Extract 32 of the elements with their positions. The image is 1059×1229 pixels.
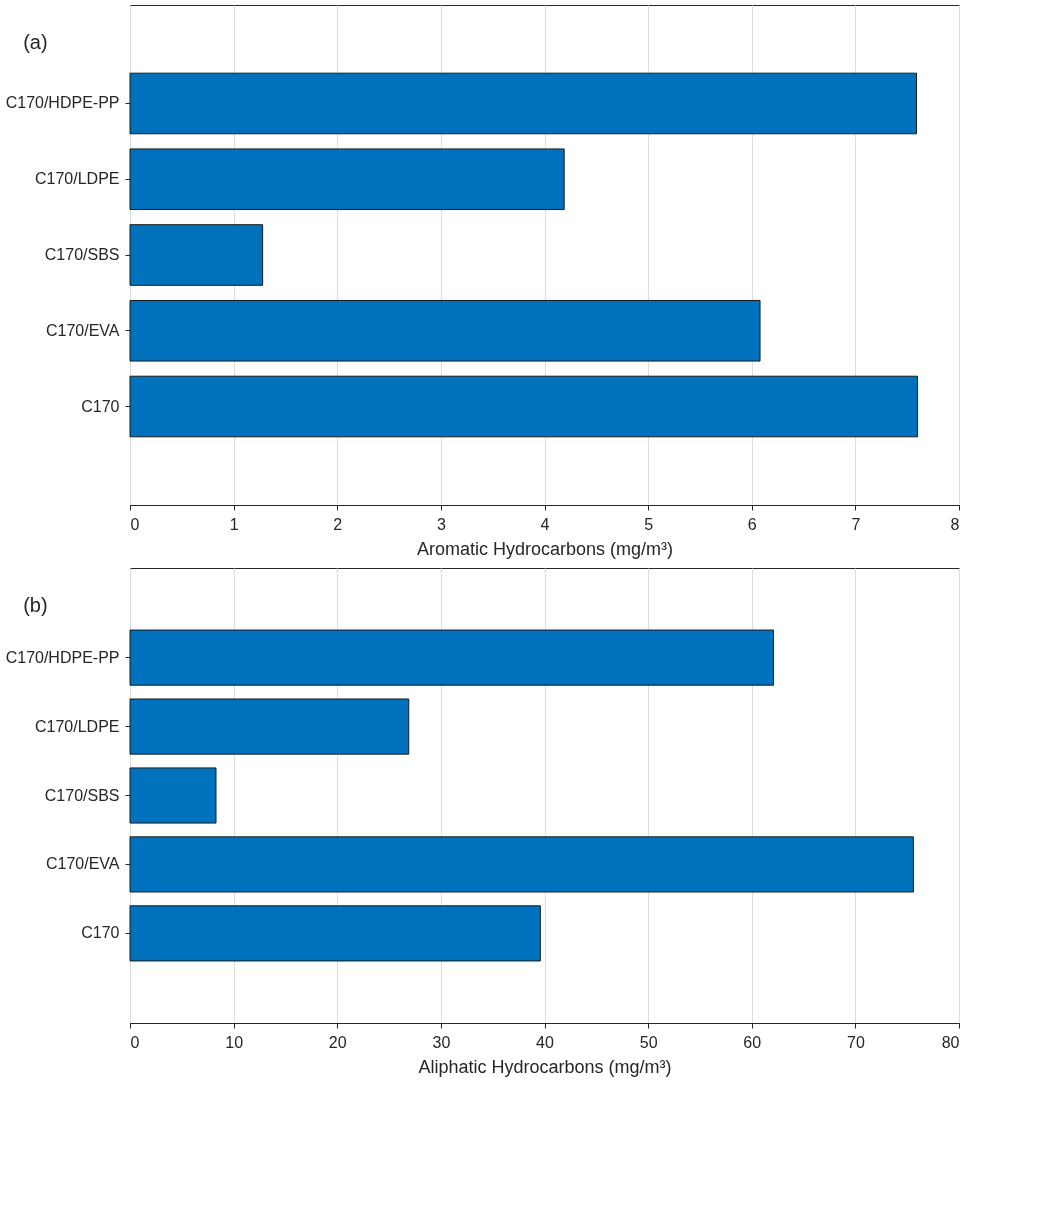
x-tick-label: 60 — [743, 1033, 762, 1051]
x-tick-label: 2 — [333, 515, 343, 533]
y-tick-label: C170/LDPE — [35, 717, 120, 735]
x-tick-label: 10 — [225, 1033, 244, 1051]
x-tick-label: 20 — [328, 1033, 347, 1051]
x-axis-title: Aromatic Hydrocarbons (mg/m³) — [416, 538, 674, 559]
y-tick-label: C170 — [81, 397, 120, 415]
y-tick-label: C170/HDPE-PP — [5, 94, 120, 112]
x-tick-label: 0 — [130, 515, 140, 533]
y-tick-label: C170/EVA — [45, 321, 120, 339]
text: (a) — [23, 31, 48, 53]
y-tick-label: C170/SBS — [44, 246, 120, 263]
y-tick-label: C170/EVA — [45, 855, 120, 873]
x-tick-label: 30 — [432, 1033, 451, 1051]
y-tick-label: C170/LDPE — [35, 170, 120, 188]
y-tick-label: C170/SBS — [44, 786, 120, 804]
x-tick-label: 3 — [436, 515, 446, 533]
text: (b) — [23, 594, 48, 616]
y-tick-label: C170 — [81, 924, 120, 942]
x-tick-label: 6 — [747, 515, 757, 533]
x-tick-label: 40 — [536, 1033, 554, 1051]
x-tick-label: 80 — [941, 1033, 960, 1051]
x-tick-label: 4 — [540, 515, 550, 533]
x-tick-label: 8 — [950, 515, 960, 533]
x-tick-label: 7 — [851, 515, 861, 533]
x-tick-label: 50 — [639, 1033, 658, 1051]
x-tick-label: 5 — [644, 515, 654, 533]
x-axis-title: Aliphatic Hydrocarbons (mg/m³) — [418, 1056, 672, 1077]
x-tick-label: 1 — [229, 515, 239, 533]
y-tick-label: C170/HDPE-PP — [5, 648, 120, 666]
x-tick-label: 70 — [846, 1033, 865, 1051]
x-tick-label: 0 — [130, 1033, 140, 1051]
